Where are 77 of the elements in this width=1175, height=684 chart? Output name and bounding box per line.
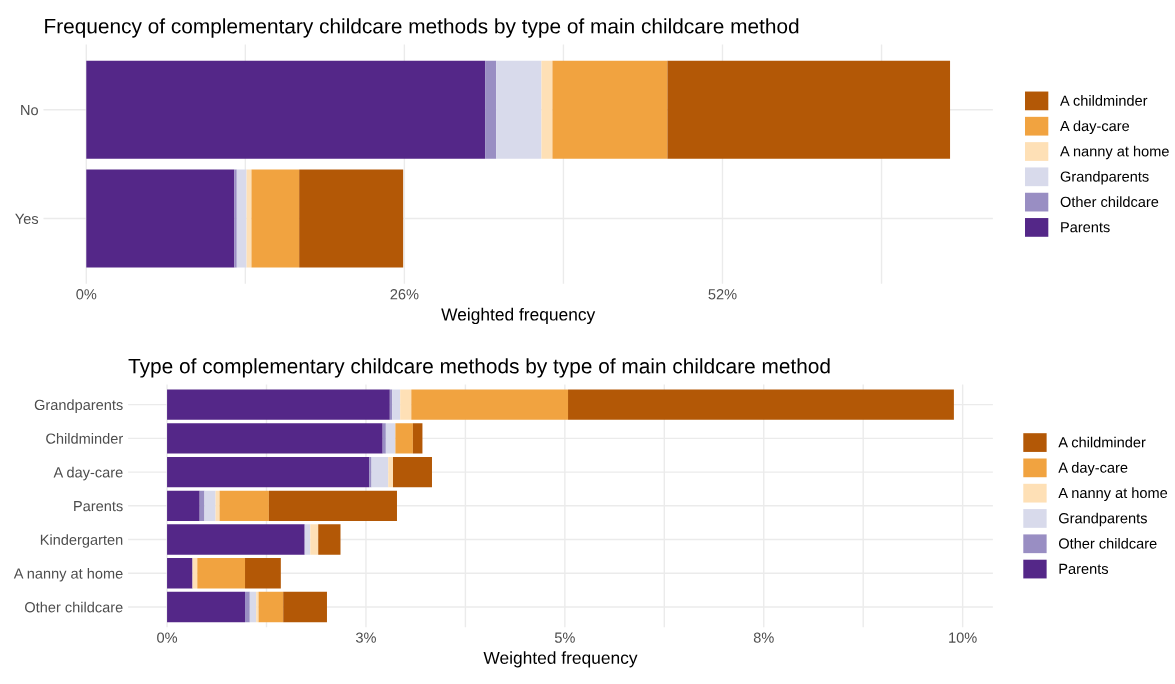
legend-label: Grandparents xyxy=(1059,512,1147,527)
bar xyxy=(167,524,305,555)
x-axis-title: Weighted frequency xyxy=(441,307,596,325)
x-tick-label: 3% xyxy=(355,632,376,643)
bar xyxy=(86,60,486,159)
bar xyxy=(167,456,370,488)
bar xyxy=(86,169,235,268)
bar xyxy=(393,456,432,488)
y-tick-label: No xyxy=(21,105,38,116)
y-tick-label: Kindergarten xyxy=(40,534,123,548)
bar xyxy=(251,169,300,268)
bar xyxy=(256,591,259,623)
bar xyxy=(245,591,250,623)
bar xyxy=(385,423,396,454)
bar xyxy=(392,389,401,420)
y-tick-label: A day-care xyxy=(53,466,123,481)
chart-title: Type of complementary childcare methods by type of main childcare method xyxy=(128,358,830,378)
bar xyxy=(283,591,327,623)
x-tick-label: 5% xyxy=(554,632,575,643)
y-tick-label: Yes xyxy=(15,213,39,224)
bar xyxy=(167,591,246,623)
legend-label: A childminder xyxy=(1058,436,1146,448)
x-tick-label: 8% xyxy=(753,632,774,643)
bar xyxy=(388,456,393,488)
x-tick-label: 26% xyxy=(390,289,419,300)
x-axis-title: Weighted frequency xyxy=(483,651,638,668)
bar xyxy=(304,524,311,555)
bar xyxy=(204,490,216,521)
bar xyxy=(167,490,200,521)
y-tick-label: Other childcare xyxy=(25,601,123,613)
bar xyxy=(236,169,247,268)
bar xyxy=(197,558,246,589)
x-tick-label: 0% xyxy=(157,632,178,643)
bar xyxy=(412,423,423,454)
legend-label: Parents xyxy=(1059,563,1109,574)
chart-title: Frequency of complementary childcare methods by type of main childcare method xyxy=(45,18,799,38)
legend-label: A day-care xyxy=(1060,120,1130,135)
legend-label: Other childcare xyxy=(1060,196,1159,208)
bar xyxy=(369,456,372,488)
bar xyxy=(249,591,257,623)
y-tick-label: Parents xyxy=(74,501,123,512)
x-tick-label: 0% xyxy=(76,289,97,300)
bar xyxy=(400,389,412,420)
bar xyxy=(219,490,269,521)
y-tick-label: A nanny at home xyxy=(13,567,123,582)
y-tick-label: Grandparents xyxy=(34,399,123,413)
legend-label: Parents xyxy=(1061,222,1110,233)
x-tick-label: 10% xyxy=(949,632,977,643)
x-tick-label: 52% xyxy=(708,289,737,300)
bar xyxy=(541,60,553,159)
y-tick-label: Childminder xyxy=(46,433,123,444)
bar xyxy=(167,558,193,589)
bar xyxy=(310,524,319,555)
bar xyxy=(318,524,341,555)
bar xyxy=(215,490,220,521)
bar xyxy=(395,423,413,454)
bar xyxy=(485,60,497,159)
bar xyxy=(382,423,386,454)
bar xyxy=(411,389,569,420)
bar xyxy=(268,490,397,521)
bar xyxy=(667,60,951,159)
legend-label: A childminder xyxy=(1060,95,1148,106)
legend-label: A nanny at home xyxy=(1058,487,1168,501)
bar xyxy=(552,60,668,159)
legend-label: Other childcare xyxy=(1058,537,1157,549)
legend-label: Grandparents xyxy=(1060,171,1149,185)
bar xyxy=(496,60,542,159)
legend-label: A day-care xyxy=(1058,462,1128,476)
bar xyxy=(299,169,404,268)
bar xyxy=(167,389,390,420)
bar xyxy=(245,558,281,589)
bar xyxy=(568,389,954,420)
legend-label: A nanny at home xyxy=(1060,145,1169,160)
bar xyxy=(371,456,389,488)
bar xyxy=(234,169,237,268)
bar xyxy=(167,423,383,454)
bar xyxy=(258,591,284,623)
